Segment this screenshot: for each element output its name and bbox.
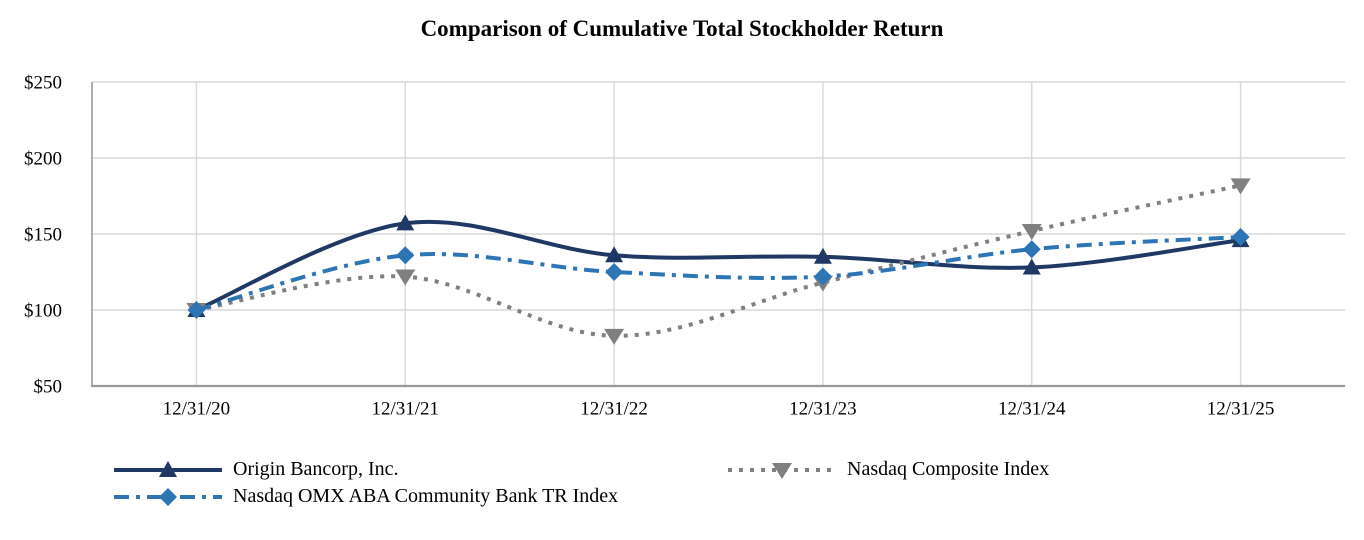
series-line-2 [196,183,1242,338]
x-tick-label: 12/31/23 [789,399,857,420]
y-tick-label: $200 [24,149,62,170]
diamond-marker-icon [396,246,415,265]
diamond-marker-icon [813,267,832,286]
nasdaq-aba-bank-line-sample-icon [114,487,222,506]
triangle-down-marker-icon [1230,178,1251,195]
series-line-0 [195,219,1241,312]
diamond-marker-icon [159,487,177,506]
triangle-down-marker-icon [395,269,416,286]
triangle-up-marker-icon [1022,258,1041,275]
y-tick-label: $100 [24,301,62,322]
legend-column-left: Origin Bancorp, Inc. Nasdaq OMX ABA Comm… [112,456,618,510]
triangle-up-marker-icon [605,246,624,263]
x-tick-label: 12/31/25 [1207,399,1275,420]
x-tick-label: 12/31/24 [998,399,1066,420]
triangle-down-marker-icon [1021,223,1042,240]
triangle-up-marker-icon [396,214,415,231]
legend-column-right: Nasdaq Composite Index [726,456,1049,483]
line-chart-canvas: $50 $100 $150 $200 $250 12/31/20 12/31/21 12/31… [24,73,1345,420]
triangle-up-marker-icon [159,460,177,477]
legend-item-nasdaq-composite: Nasdaq Composite Index [726,456,1049,483]
x-tick-label: 12/31/20 [163,399,231,420]
y-tick-label: $250 [24,73,62,94]
triangle-up-marker-icon [813,247,832,264]
legend-label-origin-bancorp: Origin Bancorp, Inc. [233,458,399,480]
legend-item-nasdaq-aba-bank-index: Nasdaq OMX ABA Community Bank TR Index [112,483,618,510]
diamond-marker-icon [1231,228,1250,247]
chart-title: Comparison of Cumulative Total Stockhold… [420,16,944,41]
x-tick-label: 12/31/21 [371,399,439,420]
diamond-marker-icon [187,301,206,319]
diamond-marker-icon [605,263,624,281]
x-tick-label: 12/31/22 [580,399,648,420]
legend-label-nasdaq-aba-bank-index: Nasdaq OMX ABA Community Bank TR Index [233,485,619,507]
legend-label-nasdaq-composite: Nasdaq Composite Index [847,458,1050,480]
y-tick-label: $50 [34,377,63,398]
series-line-1 [195,235,1241,312]
y-tick-label: $150 [24,225,62,246]
triangle-down-marker-icon [772,462,792,479]
legend-item-origin-bancorp: Origin Bancorp, Inc. [112,456,618,483]
diamond-marker-icon [1022,240,1041,259]
nasdaq-composite-line-sample-icon [728,462,836,479]
triangle-down-marker-icon [604,328,625,345]
origin-bancorp-line-sample-icon [114,460,222,477]
